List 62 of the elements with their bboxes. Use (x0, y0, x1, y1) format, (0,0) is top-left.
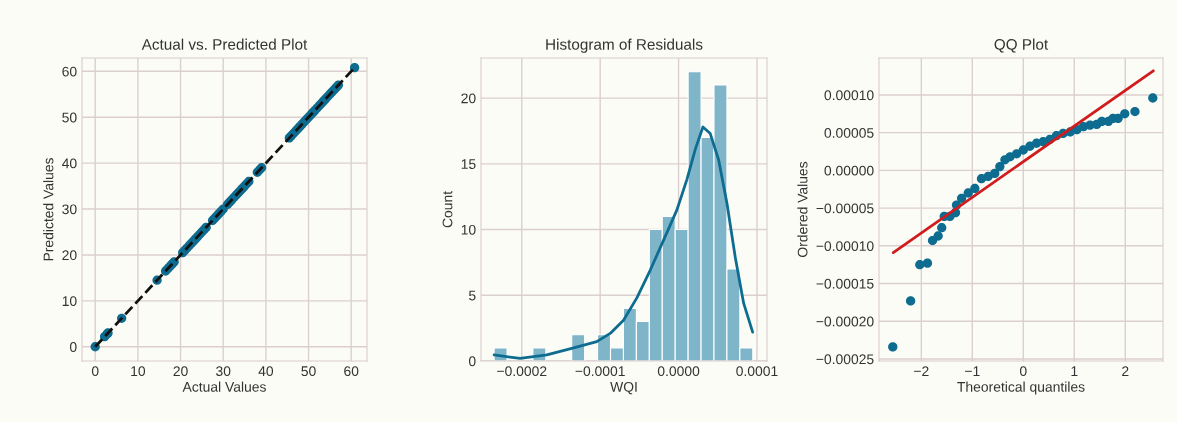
y-tick-label: −0.00020 (816, 316, 874, 327)
x-tick-label: 20 (173, 366, 188, 377)
point (933, 231, 943, 241)
chart-title: QQ Plot (994, 38, 1049, 53)
x-tick-label: 40 (258, 366, 274, 377)
point (1148, 93, 1158, 103)
point (915, 260, 925, 270)
point (922, 258, 933, 268)
x-tick-label: −1 (965, 366, 980, 376)
point (888, 342, 898, 352)
x-tick-label: 1 (1071, 366, 1078, 376)
y-tick-label: −0.00010 (816, 241, 874, 251)
y-tick-label: 0.00010 (824, 90, 874, 101)
point (1120, 109, 1130, 119)
x-tick-label: 60 (344, 366, 359, 377)
x-tick-label: 0.0001 (736, 366, 778, 377)
y-tick-label: −0.00005 (816, 203, 874, 214)
y-tick-label: 10 (461, 224, 476, 235)
x-tick-label: −0.0001 (575, 366, 625, 377)
y-tick-label: 50 (62, 112, 77, 123)
y-tick-label: 30 (62, 204, 77, 215)
x-tick-label: −0.0002 (497, 366, 547, 377)
point (970, 183, 980, 194)
point (1018, 145, 1028, 155)
x-axis-title: WQI (610, 381, 637, 395)
y-axis-title: Predicted Values (43, 158, 54, 261)
chart-title: Histogram of Residuals (546, 38, 703, 53)
y-tick-label: −0.00015 (816, 278, 874, 289)
x-axis-title: Actual Values (182, 381, 266, 392)
y-tick-label: 10 (62, 296, 77, 307)
point (905, 296, 916, 306)
x-tick-label: 2 (1122, 366, 1129, 376)
y-tick-label: 0 (468, 356, 476, 367)
y-tick-label: 15 (461, 159, 476, 169)
x-tick-label: 30 (216, 366, 231, 377)
y-tick-label: 0.00005 (824, 128, 874, 138)
x-tick-label: 0.0000 (657, 366, 700, 377)
y-tick-label: 0.00000 (824, 165, 874, 176)
y-tick-label: 20 (461, 93, 476, 104)
y-axis-title: Ordered Values (797, 161, 808, 257)
x-tick-label: 0 (91, 366, 99, 377)
x-axis-title: Theoretical quantiles (957, 381, 1085, 395)
y-tick-label: 20 (62, 250, 77, 261)
x-tick-label: 10 (131, 366, 146, 377)
x-tick-label: −2 (914, 366, 929, 376)
line-series (492, 125, 755, 360)
y-tick-label: 0 (69, 342, 77, 352)
point (963, 188, 973, 198)
y-tick-label: 40 (62, 158, 77, 169)
point (995, 161, 1005, 172)
point (927, 235, 938, 246)
chart-title: Actual vs. Predicted Plot (141, 38, 308, 50)
point (937, 223, 947, 233)
x-tick-label: 0 (1019, 366, 1027, 377)
point (990, 168, 1000, 179)
y-tick-label: 60 (62, 66, 77, 77)
y-tick-label: 5 (468, 290, 476, 301)
point (1130, 106, 1140, 117)
y-axis-title: Count (442, 191, 453, 228)
x-tick-label: 50 (301, 366, 316, 377)
point (956, 193, 967, 203)
y-tick-label: −0.00025 (816, 354, 874, 365)
